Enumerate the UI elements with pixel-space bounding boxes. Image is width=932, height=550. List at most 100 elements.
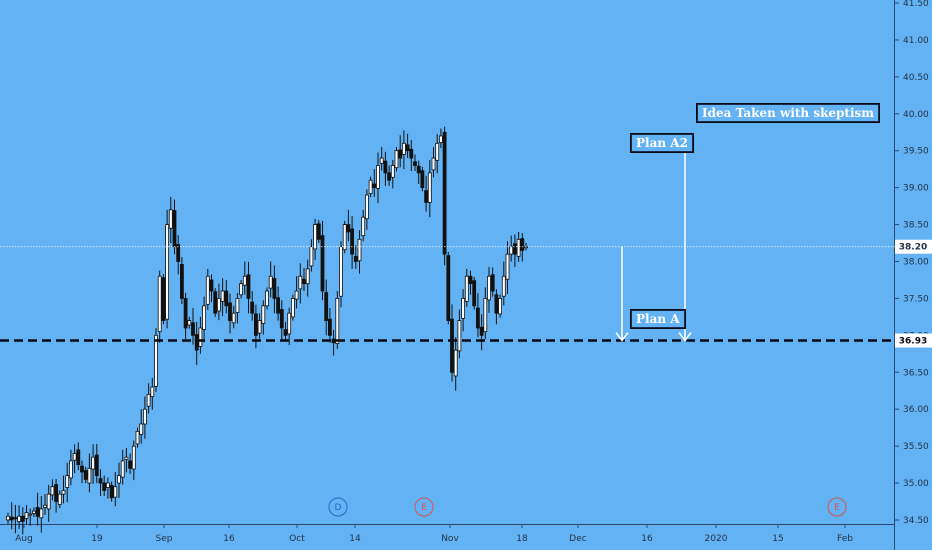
candle [117,462,121,498]
candle [446,251,451,325]
candle-body-up [50,486,55,496]
candle-body-down [253,313,258,336]
candle [161,274,166,325]
price-axis-background [895,0,932,550]
candle [257,313,262,339]
event-marker[interactable]: E [414,497,434,517]
candle [265,287,269,310]
event-marker[interactable]: D [328,497,348,517]
candle [39,495,44,533]
candle-body-up [390,165,395,178]
event-letter: D [335,503,342,513]
candle-body-up [39,508,44,519]
event-circle-icon[interactable] [414,497,434,517]
candle [505,241,510,294]
candle [131,440,136,481]
x-tick-label: 18 [516,534,528,544]
candle [413,154,417,172]
candle [102,475,107,496]
candle-body-down [176,244,181,262]
candle-body-up [453,349,458,377]
candle-body-up [135,430,140,445]
candle [461,289,466,332]
candle-body-down [513,243,517,255]
y-axis-ticks: 41.50 41.00 40.50 40.00 39.50 39.00 38.50 38.00… [895,0,929,526]
event-marker[interactable]: E [827,497,847,517]
y-tick-label: 36.00 [903,405,929,415]
candle-body-down [209,279,214,292]
candle [272,265,277,314]
x-tick-label: 15 [772,534,783,544]
event-circle-icon[interactable] [328,497,348,517]
y-tick-label: 35.00 [903,479,929,489]
candle-body-up [487,275,491,301]
candle-body-down [320,235,325,292]
candle-body-up [28,513,33,516]
candle [501,261,506,306]
y-tick-label: 41.50 [903,0,929,9]
candle-body-up [150,386,155,398]
candle-body-up [335,298,340,344]
candle [320,220,325,301]
candle [139,409,144,444]
candle-body-down [383,160,388,174]
y-tick-label: 40.00 [903,110,929,120]
candle [142,396,147,439]
candle-body-up [43,504,47,508]
current-price-value: 38.20 [899,243,927,253]
candle [520,233,525,262]
candle [401,130,406,170]
candle [475,293,480,338]
candle-body-down [416,165,421,174]
candle-body-up [361,216,366,237]
arrow-head [678,332,692,342]
candle-body-up [46,493,51,510]
candle-body-down [272,278,277,299]
candle-body-down [468,275,473,285]
candle [390,159,395,189]
y-tick-label: 34.50 [903,516,929,526]
candle-body-up [32,510,36,514]
event-circle-icon[interactable] [827,497,847,517]
arrow-head [615,332,629,342]
candle [120,449,125,485]
candle-body-down [475,307,480,329]
candle-body-down [161,277,166,321]
candle-body-up [61,490,66,495]
candle [298,263,303,304]
candle-body-up [87,467,92,484]
candle-body-up [124,456,129,460]
candle-body-down [98,478,103,484]
candle [498,294,503,318]
candle [65,462,70,503]
candle-body-up [6,515,10,521]
candle-body-up [142,408,147,425]
candle-body-up [290,298,295,318]
candle [305,259,310,297]
candle-body-down [331,338,336,344]
candle-body-down [372,183,377,189]
candle [287,307,292,345]
candle [376,152,380,204]
x-tick-label: 16 [641,534,653,544]
candle [490,267,495,297]
candle-body-up [216,298,221,312]
candle [331,329,336,356]
candle [87,453,92,493]
y-tick-label: 38.50 [903,221,929,231]
candle-body-up [313,224,318,250]
candle [405,133,410,159]
event-letter: E [421,503,427,513]
candle-body-down [387,172,392,181]
candle [50,479,55,501]
candle [83,466,88,484]
candle-body-down [20,515,25,522]
candle-body-down [80,465,84,473]
candle [346,209,351,242]
candle [46,484,51,522]
candle [224,279,229,314]
candle-body-down [102,482,107,491]
candle-body-down [472,280,477,307]
candle-body-down [316,223,321,240]
candle-body-down [213,291,218,314]
